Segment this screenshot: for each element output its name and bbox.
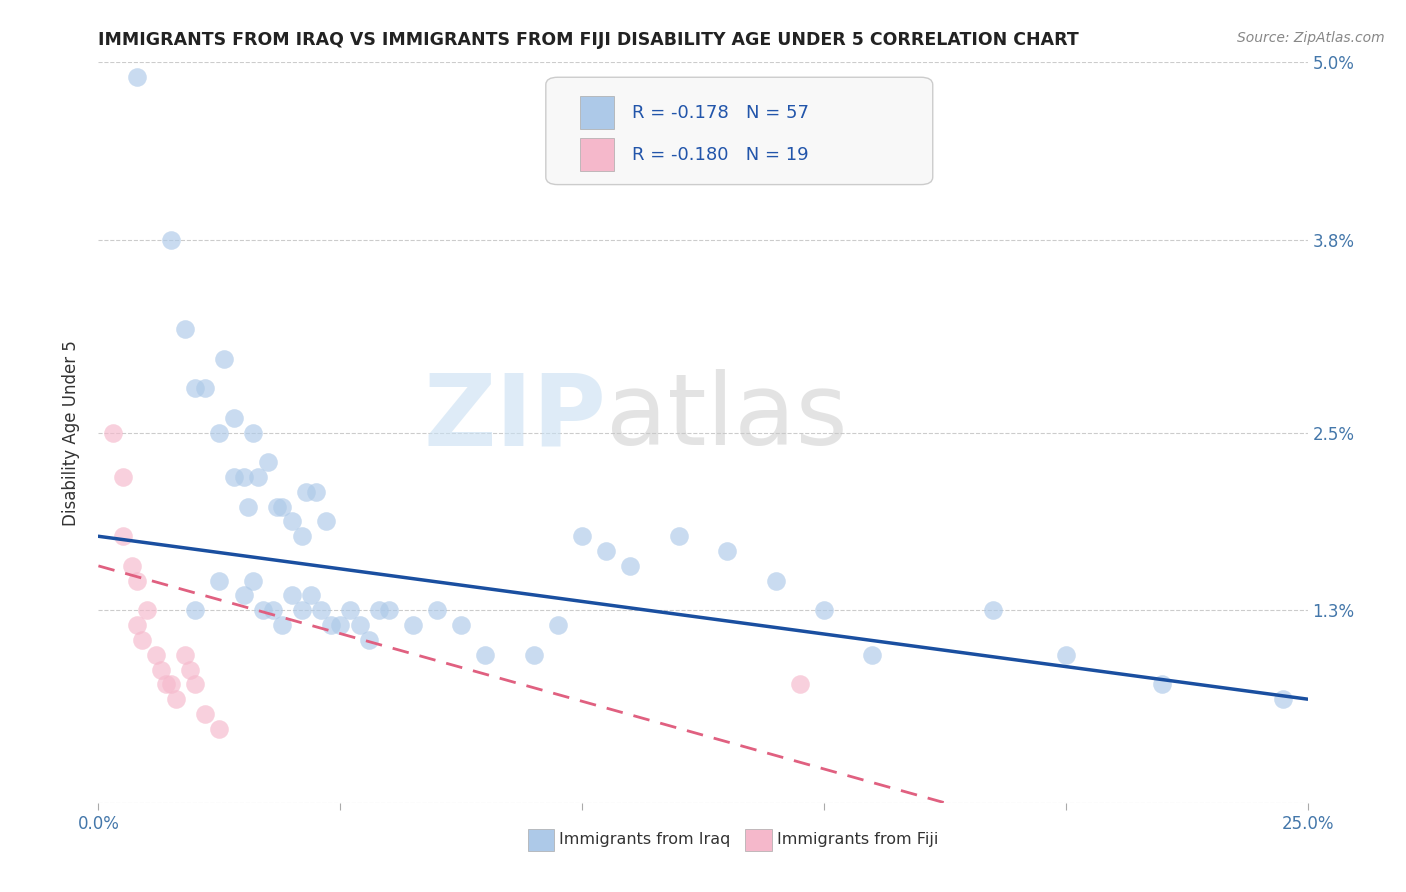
FancyBboxPatch shape xyxy=(579,95,613,129)
Point xyxy=(359,632,381,647)
Point xyxy=(295,484,318,499)
Point xyxy=(813,603,835,617)
Point xyxy=(349,618,371,632)
Point xyxy=(262,603,284,617)
Y-axis label: Disability Age Under 5: Disability Age Under 5 xyxy=(62,340,80,525)
Point xyxy=(1054,648,1077,662)
Point xyxy=(131,632,153,647)
Point xyxy=(299,589,322,603)
Point xyxy=(135,603,157,617)
Point xyxy=(319,618,342,632)
Point xyxy=(252,603,274,617)
Point xyxy=(222,470,245,484)
Point xyxy=(184,677,207,691)
Point xyxy=(101,425,124,440)
Point xyxy=(329,618,352,632)
Point xyxy=(271,618,294,632)
Point xyxy=(668,529,690,543)
Point xyxy=(281,515,304,529)
Point xyxy=(309,603,332,617)
Point xyxy=(981,603,1004,617)
Point xyxy=(127,618,149,632)
Text: R = -0.178   N = 57: R = -0.178 N = 57 xyxy=(631,103,808,122)
Point xyxy=(281,589,304,603)
FancyBboxPatch shape xyxy=(579,138,613,171)
Point xyxy=(127,70,149,85)
Text: ZIP: ZIP xyxy=(423,369,606,467)
Point xyxy=(208,425,231,440)
Point xyxy=(232,470,254,484)
Point xyxy=(595,544,617,558)
Point xyxy=(765,574,787,588)
Point xyxy=(121,558,143,573)
Point xyxy=(165,692,187,706)
Point xyxy=(860,648,883,662)
Point xyxy=(111,529,134,543)
Point xyxy=(184,381,207,395)
Point xyxy=(266,500,288,514)
FancyBboxPatch shape xyxy=(546,78,932,185)
Point xyxy=(547,618,569,632)
Point xyxy=(290,529,312,543)
Point xyxy=(474,648,496,662)
Point xyxy=(160,677,183,691)
Point xyxy=(194,706,217,721)
Point xyxy=(160,233,183,247)
Point xyxy=(247,470,270,484)
Text: atlas: atlas xyxy=(606,369,848,467)
Point xyxy=(155,677,177,691)
Point xyxy=(242,574,264,588)
Point xyxy=(222,410,245,425)
Point xyxy=(194,381,217,395)
Text: IMMIGRANTS FROM IRAQ VS IMMIGRANTS FROM FIJI DISABILITY AGE UNDER 5 CORRELATION : IMMIGRANTS FROM IRAQ VS IMMIGRANTS FROM … xyxy=(98,31,1080,49)
Point xyxy=(174,322,197,336)
Text: Immigrants from Fiji: Immigrants from Fiji xyxy=(776,832,938,847)
Point xyxy=(571,529,593,543)
Point xyxy=(339,603,361,617)
Point xyxy=(450,618,472,632)
Point xyxy=(1152,677,1174,691)
Point xyxy=(426,603,449,617)
Point xyxy=(523,648,546,662)
Point xyxy=(315,515,337,529)
Text: R = -0.180   N = 19: R = -0.180 N = 19 xyxy=(631,146,808,164)
Point xyxy=(256,455,278,469)
Point xyxy=(377,603,399,617)
Point xyxy=(716,544,738,558)
Point xyxy=(212,351,235,366)
Point xyxy=(402,618,425,632)
Point xyxy=(208,722,231,736)
Text: Immigrants from Iraq: Immigrants from Iraq xyxy=(560,832,731,847)
Point xyxy=(368,603,391,617)
Text: Source: ZipAtlas.com: Source: ZipAtlas.com xyxy=(1237,31,1385,45)
Point xyxy=(1272,692,1295,706)
Point xyxy=(242,425,264,440)
Point xyxy=(150,663,173,677)
FancyBboxPatch shape xyxy=(745,829,772,851)
FancyBboxPatch shape xyxy=(527,829,554,851)
Point xyxy=(184,603,207,617)
Point xyxy=(619,558,641,573)
Point xyxy=(290,603,312,617)
Point xyxy=(174,648,197,662)
Point xyxy=(271,500,294,514)
Point xyxy=(208,574,231,588)
Point xyxy=(238,500,260,514)
Point xyxy=(145,648,167,662)
Point xyxy=(127,574,149,588)
Point xyxy=(789,677,811,691)
Point xyxy=(232,589,254,603)
Point xyxy=(305,484,328,499)
Point xyxy=(111,470,134,484)
Point xyxy=(179,663,201,677)
